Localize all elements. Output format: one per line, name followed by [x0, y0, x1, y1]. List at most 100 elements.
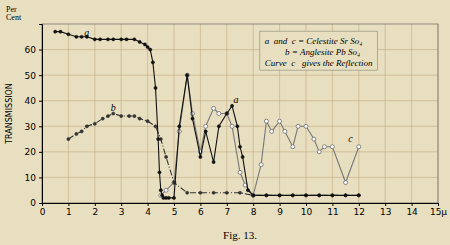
series-marker: [217, 112, 221, 116]
x-axis-tick-mark: [121, 203, 122, 206]
series-marker: [164, 155, 167, 158]
y-axis-tick-label: 20: [25, 147, 37, 157]
series-marker: [318, 194, 321, 197]
series-marker: [241, 155, 244, 158]
series-marker: [304, 124, 308, 128]
series-marker: [238, 170, 242, 174]
grid-line-x: [94, 24, 95, 203]
series-0: [54, 30, 361, 199]
x-axis-tick-label: 4: [145, 207, 151, 217]
series-marker: [212, 160, 215, 163]
plot-root: 0123456789101112131415μ0102030405060abac…: [25, 24, 448, 217]
grid-line-x: [147, 24, 148, 203]
series-marker: [204, 124, 208, 128]
series-marker: [238, 191, 241, 194]
x-axis-tick: 13: [380, 203, 391, 217]
series-marker: [133, 38, 136, 41]
legend-line: b = Anglesite Pb So₄: [265, 47, 360, 57]
series-marker: [185, 73, 189, 77]
y-axis-line: [39, 25, 43, 204]
x-axis-tick: 10: [301, 203, 313, 217]
series-marker: [318, 194, 321, 197]
x-axis-tick-label: 14: [406, 207, 418, 217]
series-marker: [331, 194, 334, 197]
x-axis-tick: 7: [224, 203, 230, 217]
series-marker: [291, 194, 294, 197]
legend-box: a and c = Celestite Sr So₄ b = Anglesite…: [260, 31, 378, 70]
x-axis-tick-label: 1: [66, 207, 72, 217]
x-axis-tick-mark: [68, 203, 69, 206]
x-axis-tick: 15μ: [430, 203, 447, 217]
x-axis-tick-mark: [385, 203, 386, 206]
series-marker: [238, 145, 241, 148]
series-marker: [278, 119, 282, 123]
plot-frame: [42, 24, 438, 203]
x-axis-tick-label: 0: [40, 207, 46, 217]
data-marks: [54, 30, 361, 199]
series-marker: [154, 86, 157, 89]
y-axis-tick-label: 40: [25, 96, 37, 106]
series-marker: [212, 191, 215, 194]
grid-line-x: [200, 24, 201, 203]
y-axis-tick-mark: [39, 203, 42, 204]
series-marker: [304, 194, 307, 197]
y-axis-tick-label: 30: [25, 122, 37, 132]
y-axis-tick-mark: [39, 75, 42, 76]
series-marker: [278, 194, 281, 197]
x-axis-tick-mark: [412, 203, 413, 206]
x-axis-tick-mark: [148, 203, 149, 206]
series-marker: [133, 114, 136, 117]
series-marker: [120, 114, 123, 117]
series-marker: [158, 171, 161, 174]
y-unit-label-line: Cent: [6, 13, 22, 22]
series-marker: [264, 119, 268, 123]
series-marker: [252, 194, 255, 197]
x-axis-tick-label: 2: [92, 207, 98, 217]
y-axis-tick-mark: [39, 177, 42, 178]
series-marker: [265, 194, 268, 197]
x-axis-tick: 1: [66, 203, 72, 217]
series-marker: [322, 145, 326, 149]
y-axis-tick: 30: [25, 122, 42, 132]
chart-container: 0123456789101112131415μ0102030405060abac…: [0, 0, 450, 245]
curve-label: b: [111, 102, 116, 113]
x-axis-tick: 0: [40, 203, 46, 217]
series-marker: [246, 189, 249, 192]
series-marker: [357, 194, 360, 197]
y-axis-tick: 50: [25, 71, 42, 81]
series-marker: [317, 150, 321, 154]
series-marker: [75, 132, 78, 135]
x-axis-tick-label: 10: [301, 207, 313, 217]
series-marker: [270, 129, 274, 133]
series-marker: [344, 194, 347, 197]
series-marker: [212, 106, 216, 110]
series-marker: [146, 45, 149, 48]
y-axis-tick: 20: [25, 147, 42, 157]
series-marker: [296, 124, 300, 128]
y-axis-tick-mark: [39, 50, 42, 51]
y-axis-tick-label: 60: [25, 45, 37, 55]
series-marker: [167, 196, 170, 199]
x-axis-tick: 8: [251, 203, 257, 217]
series-marker: [199, 155, 202, 158]
series-marker: [85, 125, 88, 128]
y-axis-tick-mark: [39, 101, 42, 102]
series-marker: [225, 112, 228, 115]
series-marker: [106, 114, 109, 117]
x-axis-tick: 5: [172, 203, 178, 217]
series-marker: [283, 129, 287, 133]
y-axis-tick: 60: [25, 45, 42, 55]
x-axis-tick-label: 5: [172, 207, 178, 217]
series-marker: [186, 191, 189, 194]
series-marker: [278, 194, 281, 197]
x-axis-tick: 2: [92, 203, 98, 217]
series-marker: [138, 40, 141, 43]
series-marker: [330, 145, 334, 149]
x-axis-tick-label: 9: [277, 207, 283, 217]
series-marker: [164, 188, 168, 192]
grid: [42, 24, 438, 203]
x-axis-tick-mark: [332, 203, 333, 206]
x-axis-tick-mark: [227, 203, 228, 206]
series-marker: [312, 137, 316, 141]
series-marker: [75, 35, 78, 38]
